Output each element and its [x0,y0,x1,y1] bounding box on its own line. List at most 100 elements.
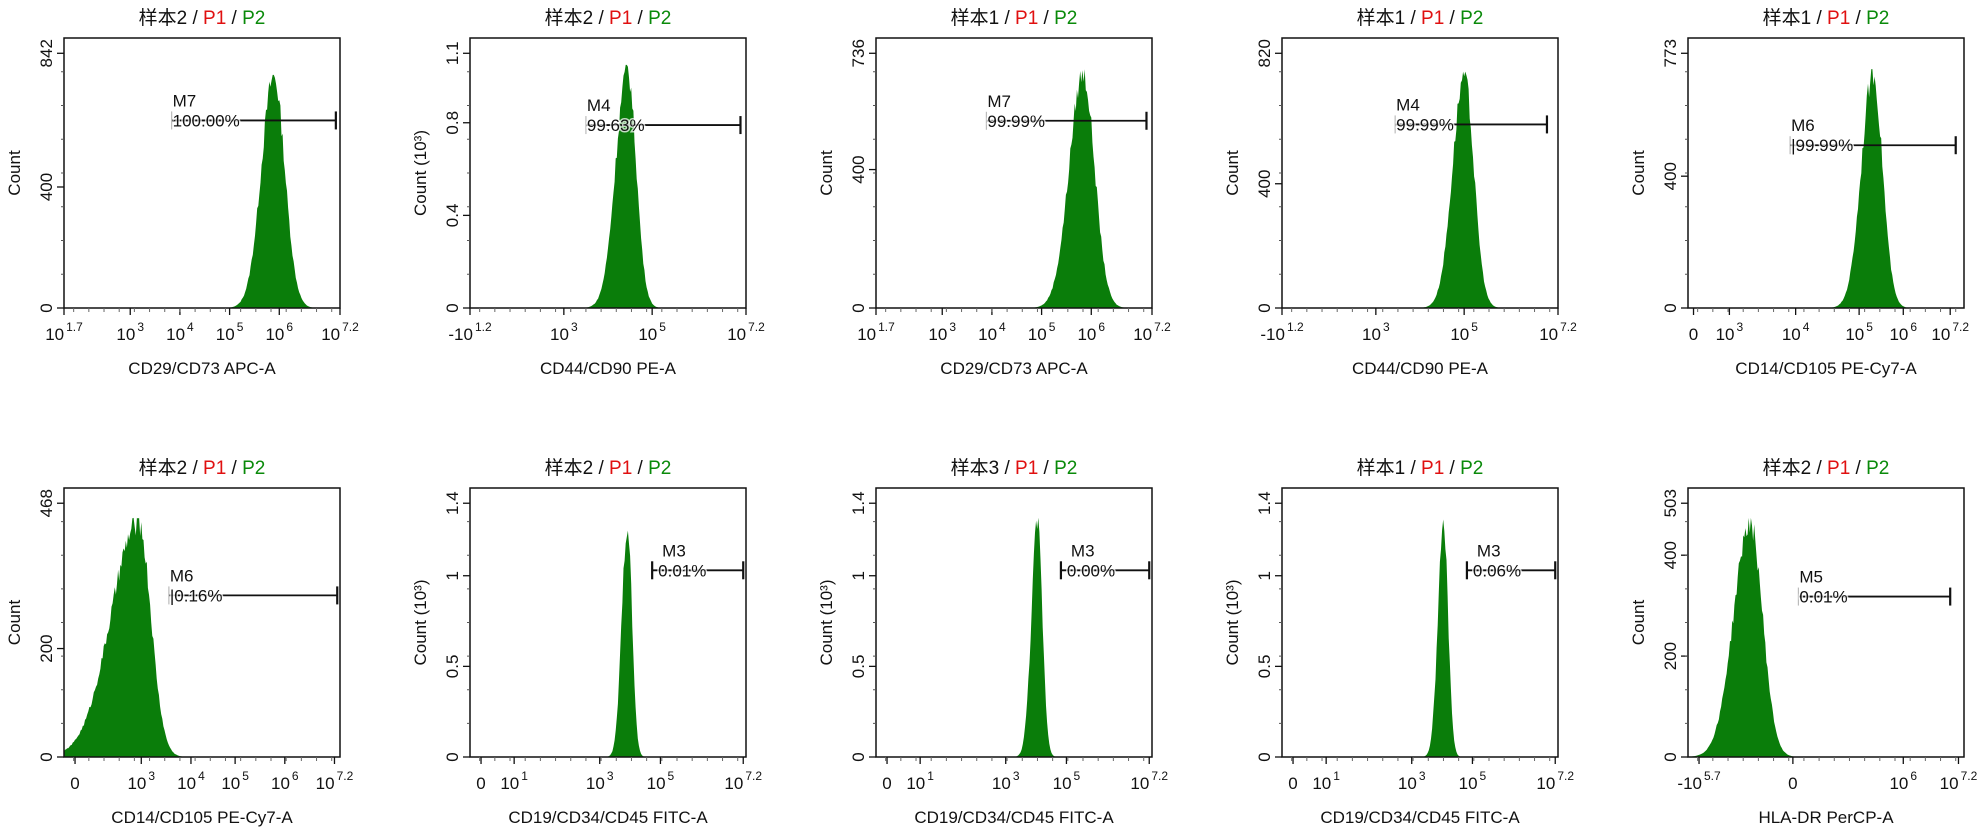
tick-exponent: 5.7 [1704,769,1721,783]
histogram-bars [1282,519,1558,757]
tick-base: 10 [116,325,135,344]
x-tick-label: -10 1.2 [1260,320,1304,344]
marker-percent: 99.99% [987,112,1045,131]
tick-exponent: 1.7 [66,320,83,334]
tick-exponent: 5 [237,320,244,334]
gate-marker: 0.01%M5 [1797,568,1952,608]
tick-exponent: 5 [1074,769,1081,783]
panel-title: 样本2 / P1 / P2 [545,457,672,479]
x-tick-label: 10 4 [1782,320,1810,344]
marker-name: M3 [1071,541,1095,560]
y-tick-label: 0 [1661,303,1680,312]
y-tick-label: 200 [1661,642,1680,670]
x-axis-label: CD44/CD90 PE-A [1352,359,1489,378]
plot-frame [875,37,1153,309]
y-tick-label: 0 [849,303,868,312]
gate-p2: P2 [1866,8,1889,29]
tick-exponent: 6 [286,320,293,334]
plot-frame [63,37,341,309]
tick-exponent: 6 [1910,769,1917,783]
y-tick-label: 0.4 [443,204,462,228]
tick-exponent: 7.2 [748,320,765,334]
y-tick-label: 503 [1661,489,1680,517]
x-tick-label: 10 5 [638,320,666,344]
x-axis-label: CD44/CD90 PE-A [540,359,677,378]
x-tick-label: 10 3 [928,320,956,344]
gate-p2: P2 [242,458,265,479]
x-tick-label: 10 6 [1889,320,1917,344]
tick-exponent: 1.2 [1287,320,1304,334]
x-tick-label: 10 3 [992,769,1020,793]
panel-title: 样本3 / P1 / P2 [951,457,1078,479]
title-separator: / [593,8,609,29]
tick-base: 10 [727,325,746,344]
tick-base: 10 [857,325,876,344]
tick-base: 10 [992,774,1011,793]
x-tick-label: 10 5 [1845,320,1873,344]
title-separator: / [593,458,609,479]
tick-base: 10 [724,774,743,793]
x-tick-label: 10 1 [906,769,934,793]
x-tick-label: 10 6 [265,320,293,344]
x-tick-label: 10 1 [500,769,528,793]
x-tick-label: 10 3 [586,769,614,793]
tick-exponent: 5 [1480,769,1487,783]
gate-p2: P2 [1460,458,1483,479]
y-tick-label: 1.4 [849,491,868,515]
marker-percent: 0.00% [1067,561,1115,580]
x-tick-label: -10 1.2 [448,320,492,344]
x-tick-label: 10 1.7 [857,320,895,344]
tick-base: 10 [321,325,340,344]
gate-marker: 0.00%M3 [1059,541,1151,582]
gate-marker: 0.01%M3 [651,541,745,582]
tick-base: 10 [1450,325,1469,344]
title-separator: / [999,8,1015,29]
y-tick-label: 400 [849,155,868,183]
histogram-panel: 样本2 / P1 / P2 0 0.4 0.8 1.1 Count (10³) -10 1.2… [411,7,765,378]
tick-base: 10 [1931,325,1950,344]
tick-base: 10 [1539,325,1558,344]
tick-base: 10 [45,325,64,344]
x-tick-label: 10 4 [166,320,194,344]
marker-name: M6 [170,566,194,585]
tick-exponent: 7.2 [337,769,354,783]
y-tick-label: 0.8 [443,111,462,135]
tick-exponent: 6 [1098,320,1105,334]
gate-p1: P1 [609,458,632,479]
x-tick-label: 10 5 [1053,769,1081,793]
tick-base: 10 [586,774,605,793]
title-separator: / [632,458,648,479]
sample-name: 样本2 [139,7,188,29]
sample-name: 样本2 [545,457,594,479]
y-tick-label: 0 [37,303,56,312]
title-separator: / [226,458,242,479]
marker-name: M3 [1477,541,1501,560]
y-tick-label: 400 [37,173,56,201]
panel-title: 样本2 / P1 / P2 [139,457,266,479]
sample-name: 样本2 [139,457,188,479]
marker-name: M7 [987,92,1011,111]
gate-p2: P2 [1460,8,1483,29]
sample-name: 样本2 [545,7,594,29]
tick-exponent: 1 [927,769,934,783]
tick-base: 0 [1689,325,1698,344]
title-separator: / [1850,458,1866,479]
tick-exponent: 4 [198,769,205,783]
histogram-bars [1688,69,1964,308]
marker-name: M7 [173,91,197,110]
tick-base: -10 [1677,774,1702,793]
tick-base: 10 [500,774,519,793]
tick-exponent: 6 [292,769,299,783]
panel-title: 样本2 / P1 / P2 [1763,457,1890,479]
y-axis-label: Count (10³) [411,580,430,666]
title-separator: / [187,8,203,29]
y-axis-label: Count (10³) [411,130,430,216]
histogram-bars [64,517,340,757]
x-tick-label: 10 4 [978,320,1006,344]
tick-exponent: 3 [1737,320,1744,334]
gate-p2: P2 [648,8,671,29]
tick-base: 10 [1716,325,1735,344]
